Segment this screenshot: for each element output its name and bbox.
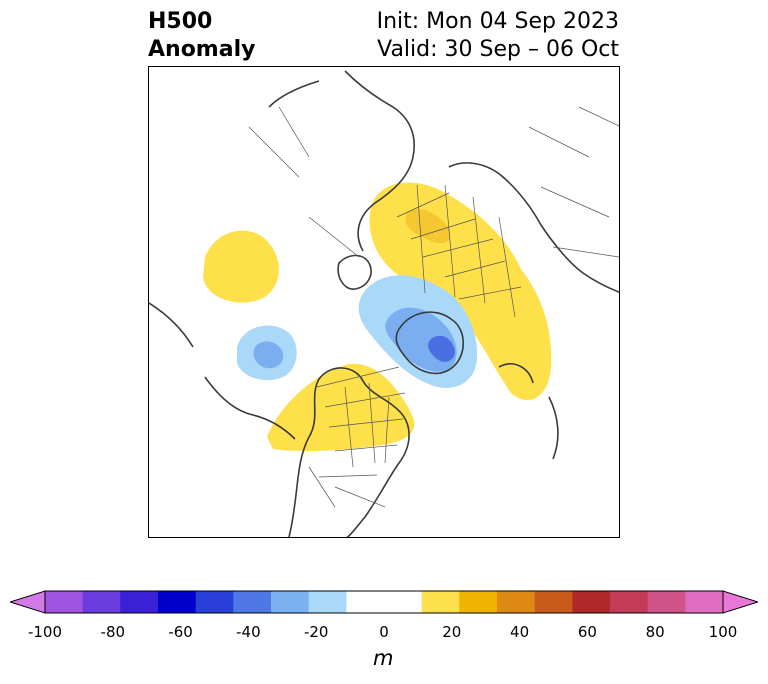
colorbar-segment xyxy=(271,591,310,613)
colorbar-segment xyxy=(534,591,573,613)
positive-anomaly-central-canada xyxy=(267,363,415,452)
colorbar-segment xyxy=(685,591,724,613)
anomaly-map xyxy=(148,66,620,538)
colorbar-segment xyxy=(572,591,611,613)
positive-anomaly-scandinavia-russia xyxy=(369,182,552,401)
colorbar-segment xyxy=(459,591,498,613)
negative-anomaly-north-pacific-core xyxy=(253,341,284,369)
colorbar-segment xyxy=(82,591,121,613)
title-type: Anomaly xyxy=(148,37,256,62)
colorbar-tick-label: 100 xyxy=(708,623,738,641)
colorbar-segment xyxy=(610,591,649,613)
colorbar-tick-label: -60 xyxy=(168,623,193,641)
colorbar-high-extend xyxy=(722,590,758,614)
colorbar-segment xyxy=(45,591,84,613)
colorbar-segment xyxy=(120,591,159,613)
political-borders xyxy=(248,106,619,508)
colorbar-tick-label: -80 xyxy=(100,623,126,641)
colorbar-segment xyxy=(233,591,272,613)
colorbar-tick-label: -40 xyxy=(236,623,261,641)
colorbar-tick-label: 0 xyxy=(379,623,389,641)
colorbar-segment xyxy=(195,591,234,613)
positive-anomaly-north-atlantic xyxy=(203,230,279,303)
map-canvas xyxy=(149,70,619,537)
colorbar xyxy=(10,590,758,614)
colorbar-segment xyxy=(384,591,423,613)
init-date: Init: Mon 04 Sep 2023 xyxy=(376,9,619,34)
colorbar-tick-label: -100 xyxy=(27,623,63,641)
colorbar-tick-label: -20 xyxy=(303,623,329,641)
colorbar-unit: m xyxy=(373,646,394,670)
colorbar-tick-label: 80 xyxy=(645,623,665,641)
valid-date: Valid: 30 Sep – 06 Oct xyxy=(377,37,619,62)
positive-anomaly-core xyxy=(405,209,451,244)
colorbar-segment xyxy=(308,591,347,613)
colorbar-tick-label: 60 xyxy=(577,623,597,641)
colorbar-segment xyxy=(158,591,197,613)
colorbar-segment xyxy=(497,591,536,613)
forecast-dates: Init: Mon 04 Sep 2023 Valid: 30 Sep – 06… xyxy=(377,8,619,64)
negative-anomaly-greenland-core xyxy=(428,335,455,362)
colorbar-segments xyxy=(45,591,724,613)
colorbar-ticks: -100 -80 -60 -40 -20 0 20 40 60 80 100 xyxy=(0,623,768,645)
colorbar-outline xyxy=(44,590,724,614)
anomaly-shading xyxy=(203,182,552,452)
chart-title: H500 Anomaly xyxy=(148,8,255,64)
colorbar-segment xyxy=(647,591,686,613)
colorbar-tick-label: 40 xyxy=(510,623,530,641)
title-variable: H500 xyxy=(148,9,213,34)
colorbar-segment xyxy=(346,591,385,613)
colorbar-segment xyxy=(421,591,460,613)
coastlines xyxy=(149,70,619,537)
colorbar-low-extend xyxy=(10,590,46,614)
colorbar-tick-label: 20 xyxy=(442,623,462,641)
